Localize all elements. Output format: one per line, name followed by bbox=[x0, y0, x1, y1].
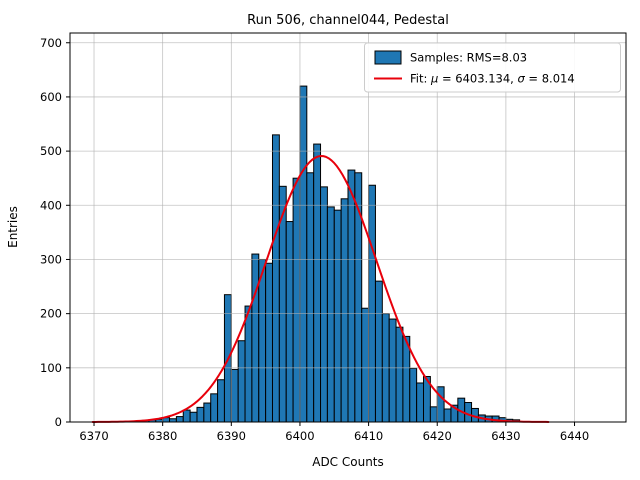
histogram-bar bbox=[409, 367, 418, 423]
histogram-bar bbox=[217, 379, 225, 423]
y-tick-label: 0 bbox=[55, 415, 62, 429]
histogram-bar bbox=[285, 221, 294, 423]
legend-frame bbox=[364, 42, 621, 93]
legend-label: Fit: μ = 6403.134, σ = 8.014 bbox=[410, 72, 575, 86]
histogram-bar bbox=[306, 172, 315, 423]
histogram-bar bbox=[333, 209, 342, 423]
histogram-bar bbox=[189, 411, 198, 423]
y-tick-label: 600 bbox=[40, 90, 62, 104]
histogram-bar bbox=[210, 393, 219, 423]
ticks-layer: 6370 6380 6390 6400 6410 6420 6430 6440 0 100 200 3… bbox=[40, 36, 589, 443]
histogram-bar bbox=[265, 262, 273, 423]
histogram-bar bbox=[464, 402, 473, 423]
histogram-bar bbox=[416, 382, 425, 423]
histogram-bar bbox=[292, 177, 301, 423]
chart-title: Run 506, channel044, Pedestal bbox=[247, 13, 449, 28]
histogram-bar bbox=[299, 85, 308, 423]
y-tick-label: 300 bbox=[40, 252, 62, 266]
x-axis-label: ADC Counts bbox=[312, 455, 384, 469]
histogram-bar bbox=[429, 406, 438, 423]
histogram-bar bbox=[244, 305, 253, 423]
histogram-bar bbox=[271, 134, 280, 423]
histogram-bar bbox=[237, 340, 246, 423]
y-tick-label: 500 bbox=[40, 144, 62, 158]
histogram-bar bbox=[361, 307, 370, 423]
histogram-bar bbox=[196, 406, 205, 423]
histogram-bar bbox=[368, 184, 376, 423]
legend: Samples: RMS=8.03 Fit: μ = 6403.134, σ = … bbox=[364, 42, 621, 93]
x-tick-label: 6440 bbox=[560, 429, 589, 443]
histogram-bar bbox=[182, 409, 191, 423]
plot-frame bbox=[69, 32, 627, 423]
histogram-bar bbox=[320, 186, 328, 423]
histogram-bar bbox=[326, 206, 335, 423]
histogram-bar bbox=[313, 143, 322, 423]
x-tick-label: 6370 bbox=[79, 429, 108, 443]
legend-swatch-samples bbox=[374, 50, 402, 65]
histogram-bar bbox=[347, 169, 356, 423]
x-tick-label: 6390 bbox=[217, 429, 246, 443]
histogram-bar bbox=[340, 198, 349, 423]
x-tick-label: 6410 bbox=[354, 429, 383, 443]
x-tick-label: 6420 bbox=[423, 429, 452, 443]
histogram-bar bbox=[388, 318, 397, 423]
histogram-bar bbox=[402, 335, 411, 423]
y-tick-label: 100 bbox=[40, 361, 62, 375]
y-tick-label: 200 bbox=[40, 307, 62, 321]
y-axis-label: Entries bbox=[6, 206, 20, 248]
histogram-bars-layer bbox=[141, 85, 521, 423]
x-tick-label: 6380 bbox=[148, 429, 177, 443]
histogram-bar bbox=[230, 368, 239, 423]
y-tick-label: 700 bbox=[40, 36, 62, 50]
y-tick-label: 400 bbox=[40, 198, 62, 212]
x-tick-label: 6430 bbox=[491, 429, 520, 443]
histogram-bar bbox=[258, 258, 267, 423]
histogram-bar bbox=[251, 253, 260, 423]
gaussian-fit-curve bbox=[91, 155, 550, 423]
histogram-bar bbox=[374, 280, 383, 423]
histogram-bar bbox=[436, 386, 445, 423]
x-tick-label: 6400 bbox=[285, 429, 314, 443]
histogram-bar bbox=[443, 408, 452, 423]
histogram-bar bbox=[175, 416, 184, 423]
histogram-bar bbox=[203, 402, 212, 423]
legend-label: Samples: RMS=8.03 bbox=[410, 51, 527, 65]
histogram-bar bbox=[395, 326, 404, 423]
